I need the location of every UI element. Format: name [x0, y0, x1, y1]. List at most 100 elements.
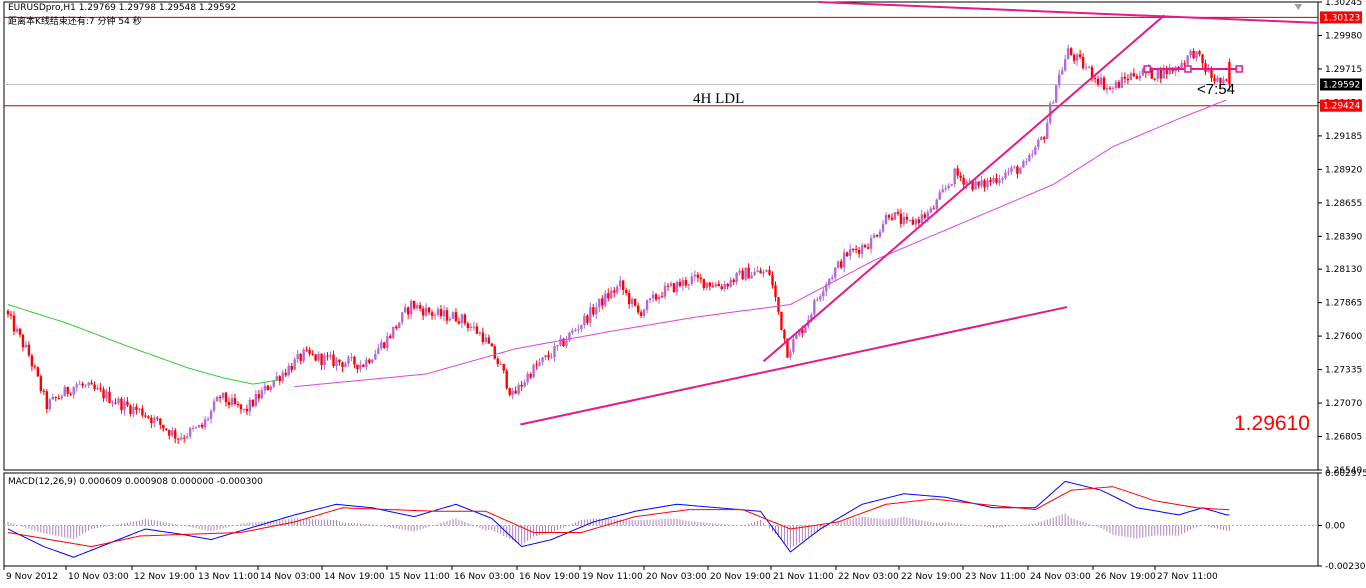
candle-body	[430, 312, 434, 316]
candle-body	[502, 364, 505, 371]
candle-body	[687, 284, 691, 286]
candle-body	[517, 384, 520, 394]
y-tick-label: 1.30245	[1325, 0, 1362, 8]
long-support-trendline[interactable]	[520, 306, 1068, 426]
candle-body	[332, 354, 335, 366]
candle-body	[529, 374, 532, 378]
candle-body	[1162, 67, 1165, 79]
candle-body	[165, 428, 168, 431]
descending-trendline[interactable]	[818, 1, 1319, 24]
steep-support-trendline[interactable]	[762, 14, 1165, 363]
candle-body	[182, 437, 186, 439]
candle-body	[1168, 67, 1171, 75]
candle-body	[24, 344, 28, 348]
candle-body	[221, 392, 225, 398]
candle-body	[392, 326, 395, 338]
candle-body	[99, 387, 102, 390]
candle-body	[771, 274, 774, 286]
candle-body	[260, 390, 264, 399]
candle-body	[1216, 77, 1219, 82]
candle-body	[639, 312, 643, 316]
candle-body	[239, 404, 243, 410]
candle-body	[284, 372, 287, 376]
candle-body	[899, 213, 903, 224]
ray-handle[interactable]	[1184, 65, 1192, 73]
y-tick-label: 1.29715	[1325, 65, 1362, 75]
candle-body	[666, 285, 670, 287]
candle-body	[1052, 102, 1055, 104]
candle-body	[732, 279, 735, 283]
candle-body	[896, 212, 900, 214]
candle-body	[215, 396, 219, 402]
candle-body	[887, 215, 891, 218]
ray-handle[interactable]	[1235, 65, 1243, 73]
candle-body	[1129, 73, 1133, 81]
x-tick-label: 15 Nov 11:00	[389, 572, 450, 582]
candle-body	[917, 219, 921, 224]
candle-body	[81, 383, 84, 386]
macd-y-tick-label: 0.00	[1325, 521, 1345, 531]
candle-body	[251, 399, 255, 407]
candle-body	[84, 385, 87, 387]
candle-body	[845, 252, 849, 257]
candle-body	[651, 294, 655, 299]
candle-body	[998, 179, 1001, 183]
candle-body	[69, 393, 72, 395]
candle-body	[645, 299, 649, 310]
candle-body	[57, 398, 60, 400]
candle-body	[699, 277, 703, 279]
candle-body	[953, 168, 956, 185]
candle-body	[511, 390, 514, 395]
candle-body	[377, 348, 380, 354]
current-price-tag: 1.29592	[1323, 80, 1360, 90]
candle-body	[547, 355, 550, 358]
candle-body	[636, 305, 640, 313]
candle-body	[308, 349, 311, 354]
candle-body	[526, 374, 529, 383]
shift-marker-icon	[1294, 4, 1303, 10]
candle-body	[875, 235, 879, 237]
candle-body	[920, 214, 924, 224]
x-tick-label: 16 Nov 03:00	[454, 572, 515, 582]
ray-handle[interactable]	[1143, 65, 1151, 73]
candle-body	[1105, 87, 1109, 90]
candle-body	[1108, 87, 1112, 89]
candle-body	[442, 310, 446, 317]
candle-body	[672, 283, 676, 293]
candle-body	[923, 214, 927, 218]
candle-body	[789, 351, 792, 358]
candle-body	[801, 329, 804, 334]
y-tick-label: 1.27070	[1325, 399, 1362, 409]
x-tick-label: 13 Nov 11:00	[198, 572, 259, 582]
candle-body	[299, 353, 302, 361]
candle-body	[675, 281, 679, 293]
candle-body	[75, 384, 78, 388]
candle-body	[1204, 63, 1207, 72]
candle-body	[750, 275, 753, 279]
candle-body	[1016, 166, 1019, 174]
candle-body	[747, 267, 750, 279]
candle-body	[741, 270, 744, 280]
y-tick-label: 1.28130	[1325, 265, 1362, 275]
candle-body	[863, 245, 867, 248]
candle-body	[257, 394, 261, 399]
candle-body	[63, 387, 66, 397]
candle-body	[828, 279, 831, 285]
candle-body	[341, 362, 344, 367]
candle-body	[212, 401, 216, 411]
candle-body	[944, 188, 947, 190]
candle-body	[415, 305, 419, 309]
candle-body	[263, 385, 267, 391]
candle-body	[663, 285, 667, 297]
candle-body	[129, 405, 132, 414]
candle-body	[580, 325, 583, 330]
candle-body	[1037, 140, 1040, 148]
candle-body	[1060, 70, 1064, 75]
candle-body	[592, 307, 595, 315]
candle-body	[777, 297, 780, 312]
main-plot-frame	[3, 1, 1319, 471]
candle-body	[156, 417, 159, 419]
candle-body	[669, 283, 673, 286]
